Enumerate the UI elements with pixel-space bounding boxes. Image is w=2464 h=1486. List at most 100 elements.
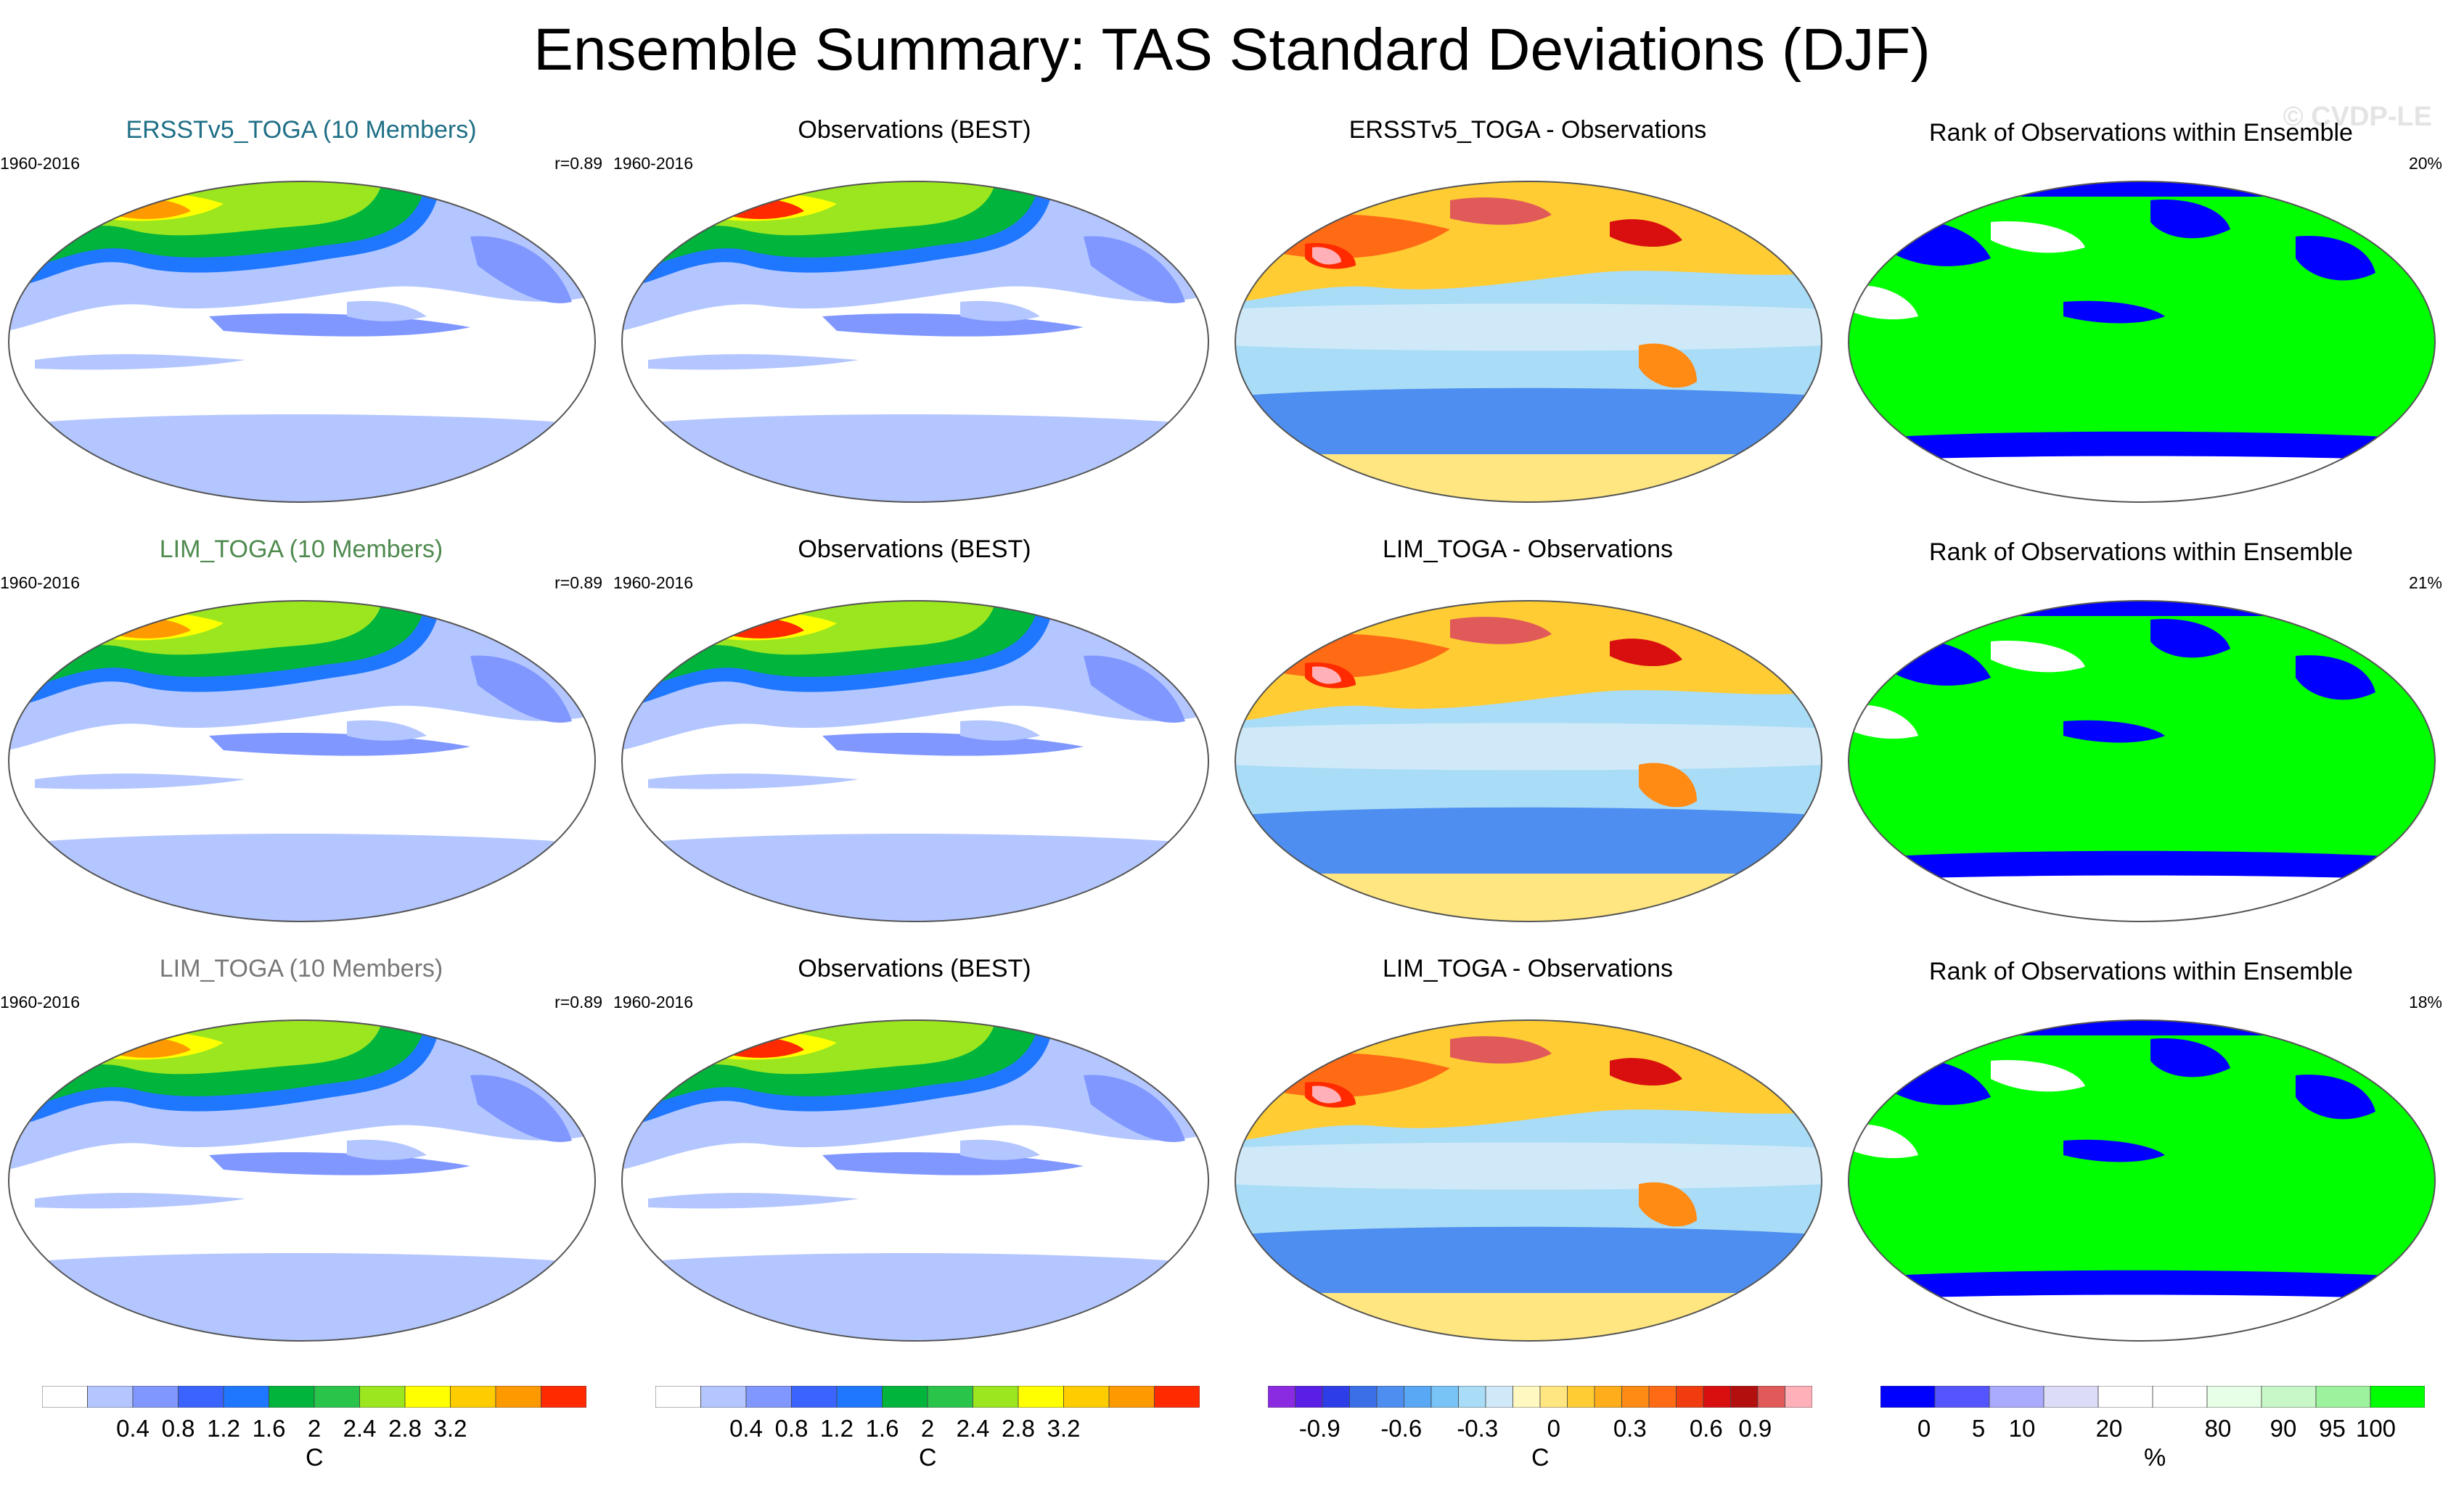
- map-outline: [621, 181, 1209, 503]
- colorbar-swatch: [1757, 1385, 1785, 1408]
- colorbar-swatches: [1267, 1385, 1813, 1408]
- colorbar-unit: C: [1531, 1444, 1550, 1471]
- atlantic-patch: [1084, 1075, 1185, 1142]
- panel-ens-row1: ERSSTv5_TOGA (10 Members) 1960-2016 r=0.89: [0, 116, 602, 544]
- colorbar-swatch: [2152, 1385, 2208, 1408]
- northern-spot: [1450, 197, 1552, 225]
- panel-title: ERSSTv5_TOGA (10 Members): [126, 116, 477, 144]
- map-outline: [8, 181, 596, 503]
- colorbar-tick-label: 0.8: [161, 1415, 195, 1442]
- colorbar-swatch: [1621, 1385, 1650, 1408]
- northern-spot: [1450, 617, 1552, 644]
- colorbar-tick-label: 0.8: [774, 1415, 809, 1442]
- central-patch: [960, 300, 1040, 321]
- rank-white-south: [1849, 875, 2435, 921]
- rank-blue-patch-3: [2296, 236, 2375, 281]
- antarctic-band: [1235, 454, 1822, 502]
- rank-percent-label: 18%: [2408, 993, 2442, 1011]
- rank-blue-patch-4: [2063, 300, 2165, 324]
- colorbar-swatch: [2315, 1385, 2371, 1408]
- colorbar-tick-label: 1.6: [865, 1415, 899, 1442]
- colorbar-swatch: [655, 1385, 701, 1408]
- central-patch: [347, 300, 427, 321]
- colorbar-swatch: [404, 1385, 451, 1408]
- panel-rank-row2: Rank of Observations within Ensemble 21%: [1840, 535, 2442, 964]
- panel-obs-row2: Observations (BEST) 1960-2016: [613, 535, 1216, 964]
- diff-map: [1235, 600, 1822, 922]
- colorbar-swatches: [655, 1385, 1200, 1408]
- colorbar-swatch: [1703, 1385, 1731, 1408]
- panel-diff-row2: LIM_TOGA - Observations: [1227, 535, 1829, 964]
- panel-title: Rank of Observations within Ensemble: [1929, 119, 2353, 147]
- correlation-label: r=0.89: [554, 573, 602, 592]
- colorbar-tick-label: 2: [307, 1415, 322, 1442]
- period-label: 1960-2016: [613, 573, 693, 592]
- colorbar-swatch: [882, 1385, 928, 1408]
- map-outline: [1235, 1019, 1822, 1342]
- ens-map: [8, 1019, 596, 1342]
- atlantic-patch: [470, 1075, 572, 1142]
- figure-title: Ensemble Summary: TAS Standard Deviation…: [533, 17, 1931, 83]
- tropical-band: [35, 773, 245, 789]
- atlantic-spot: [1610, 639, 1682, 667]
- colorbar-swatch: [359, 1385, 406, 1408]
- colorbar-swatch: [1322, 1385, 1350, 1408]
- colorbar-swatch: [2261, 1385, 2317, 1408]
- rank-percent-label: 20%: [2408, 154, 2442, 173]
- colorbar-swatch: [1880, 1385, 1936, 1408]
- colorbar-tick-label: 2.4: [956, 1415, 990, 1442]
- colorbar-sd-ensemble: 0.4 0.8 1.2 1.6 2 2.4 2.8 3.2 C: [41, 1385, 587, 1471]
- northern-warm-band: [1235, 601, 1822, 721]
- rank-map: [1848, 1019, 2436, 1342]
- antarctic-band: [1235, 874, 1822, 921]
- rank-white-patch-2: [1849, 1124, 1918, 1159]
- map-outline: [8, 1019, 596, 1342]
- tropical-band: [35, 1193, 245, 1209]
- colorbar-swatch: [2206, 1385, 2262, 1408]
- colorbar-tick-label: 2.4: [343, 1415, 377, 1442]
- colorbar-tick-label: 0.9: [1738, 1415, 1772, 1442]
- colorbar-unit: %: [2144, 1444, 2166, 1471]
- colorbar-swatch: [1404, 1385, 1432, 1408]
- atlantic-patch: [1084, 236, 1185, 303]
- tropical-band: [35, 354, 245, 370]
- rank-blue-patch-4: [2063, 720, 2165, 743]
- colorbar-tick-label: 1.2: [820, 1415, 854, 1442]
- period-label: 1960-2016: [613, 993, 693, 1011]
- watermark: © CVDP-LE: [2283, 102, 2432, 132]
- period-label: 1960-2016: [0, 154, 80, 173]
- colorbar-unit: C: [919, 1444, 937, 1471]
- colorbar-swatch: [1513, 1385, 1541, 1408]
- panel-title: ERSSTv5_TOGA - Observations: [1348, 116, 1707, 144]
- colorbar-tick-label: 95: [2319, 1415, 2346, 1442]
- colorbar-swatch: [1567, 1385, 1595, 1408]
- rank-blue-patch-3: [2296, 655, 2375, 700]
- atlantic-patch: [470, 655, 572, 723]
- rank-map: [1848, 600, 2436, 922]
- southern-ocean-band: [9, 834, 595, 921]
- rank-blue-patch-4: [2063, 1139, 2165, 1162]
- colorbar-swatch: [700, 1385, 747, 1408]
- colorbar-swatch: [1108, 1385, 1155, 1408]
- antarctic-band: [1235, 1293, 1822, 1341]
- colorbar-swatch: [927, 1385, 973, 1408]
- colorbar-swatch: [2097, 1385, 2153, 1408]
- colorbar-rank: 0 5 10 20 80 90 95 100%: [1880, 1385, 2426, 1471]
- colorbar-tick-label: 0: [1547, 1415, 1560, 1442]
- period-label: 1960-2016: [613, 154, 693, 173]
- colorbar-tick-label: 1.2: [207, 1415, 240, 1442]
- northern-spot: [1450, 1036, 1552, 1064]
- colorbar-swatch: [1485, 1385, 1513, 1408]
- southern-ocean-band: [622, 1253, 1208, 1341]
- rank-blue-patch-2: [2150, 200, 2230, 239]
- colorbar-swatch: [973, 1385, 1019, 1408]
- colorbar-swatch: [1989, 1385, 2045, 1408]
- rank-blue-patch-3: [2296, 1075, 2375, 1120]
- map-outline: [621, 600, 1209, 922]
- colorbar-tick-label: 80: [2204, 1415, 2232, 1442]
- colorbar-tick-label: 100: [2355, 1415, 2397, 1442]
- diff-map: [1235, 181, 1822, 503]
- colorbar-swatch: [450, 1385, 496, 1408]
- rank-white-patch-1: [1991, 641, 2085, 673]
- map-outline: [1848, 600, 2436, 922]
